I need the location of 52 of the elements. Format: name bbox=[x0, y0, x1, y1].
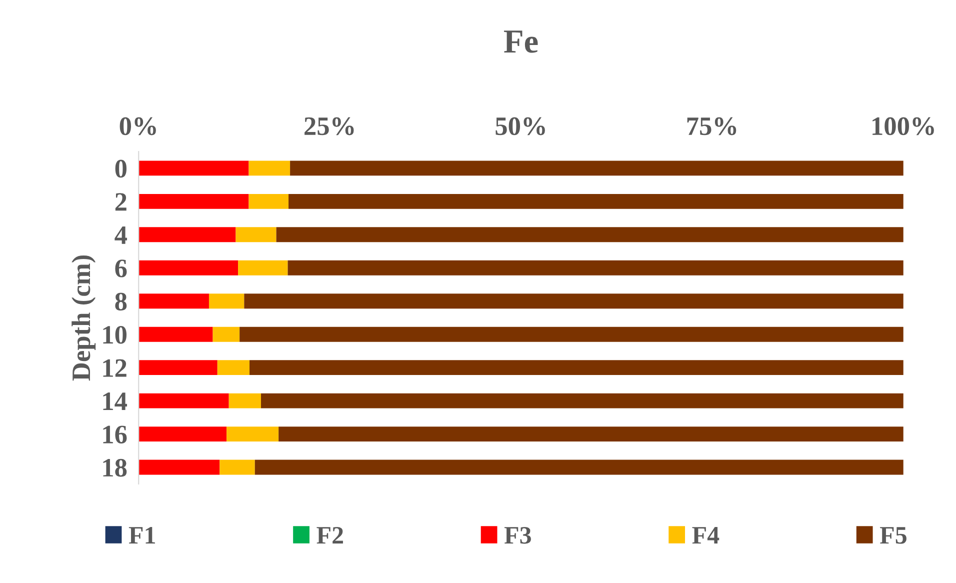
y-tick-label: 0 bbox=[115, 160, 127, 178]
x-tick-label: 75% bbox=[687, 117, 736, 136]
bar bbox=[278, 426, 904, 442]
bar bbox=[212, 326, 240, 342]
bar bbox=[254, 460, 904, 475]
legend-label: F2 bbox=[316, 526, 343, 544]
bar bbox=[290, 160, 904, 176]
bar bbox=[236, 227, 276, 242]
bar bbox=[244, 294, 904, 309]
bar bbox=[228, 393, 261, 408]
bar bbox=[138, 393, 229, 408]
bar bbox=[138, 426, 227, 442]
y-tick-label: 6 bbox=[115, 260, 127, 278]
y-tick-label: 10 bbox=[103, 326, 127, 344]
bar bbox=[288, 194, 904, 209]
bar bbox=[250, 360, 904, 376]
y-tick-label: 4 bbox=[114, 226, 128, 244]
bar bbox=[208, 294, 244, 309]
x-tick-label: 25% bbox=[304, 117, 354, 136]
y-tick-label: 8 bbox=[115, 292, 127, 311]
y-tick-label: 2 bbox=[115, 193, 126, 211]
bar bbox=[248, 160, 290, 176]
bar bbox=[138, 326, 213, 342]
legend-label: F4 bbox=[692, 527, 720, 544]
y-tick-label: 16 bbox=[103, 426, 127, 444]
bar bbox=[276, 227, 904, 242]
y-tick-label: 18 bbox=[103, 458, 127, 477]
bar bbox=[138, 294, 209, 309]
bar bbox=[138, 194, 249, 209]
bar bbox=[138, 260, 238, 276]
bar bbox=[138, 460, 220, 475]
bar bbox=[260, 393, 904, 408]
bar bbox=[238, 260, 288, 276]
x-tick-label: 0% bbox=[120, 117, 156, 136]
bar bbox=[248, 194, 289, 209]
legend-label: F1 bbox=[128, 527, 155, 544]
bar bbox=[138, 227, 236, 242]
bar bbox=[226, 426, 279, 442]
x-tick-label: 50% bbox=[496, 117, 545, 136]
legend-label: F5 bbox=[880, 527, 906, 544]
bar bbox=[138, 360, 218, 376]
legend-label: F3 bbox=[504, 526, 531, 544]
chart-title: Fe bbox=[504, 30, 538, 53]
bar bbox=[288, 260, 904, 276]
bar bbox=[217, 360, 250, 376]
y-tick-label: 12 bbox=[103, 359, 126, 377]
bar bbox=[138, 160, 249, 176]
bar bbox=[220, 460, 255, 475]
x-tick-label: 100% bbox=[872, 117, 934, 136]
bar bbox=[240, 326, 904, 342]
y-axis-title: Depth (cm) bbox=[72, 256, 96, 381]
y-tick-label: 14 bbox=[103, 392, 128, 410]
